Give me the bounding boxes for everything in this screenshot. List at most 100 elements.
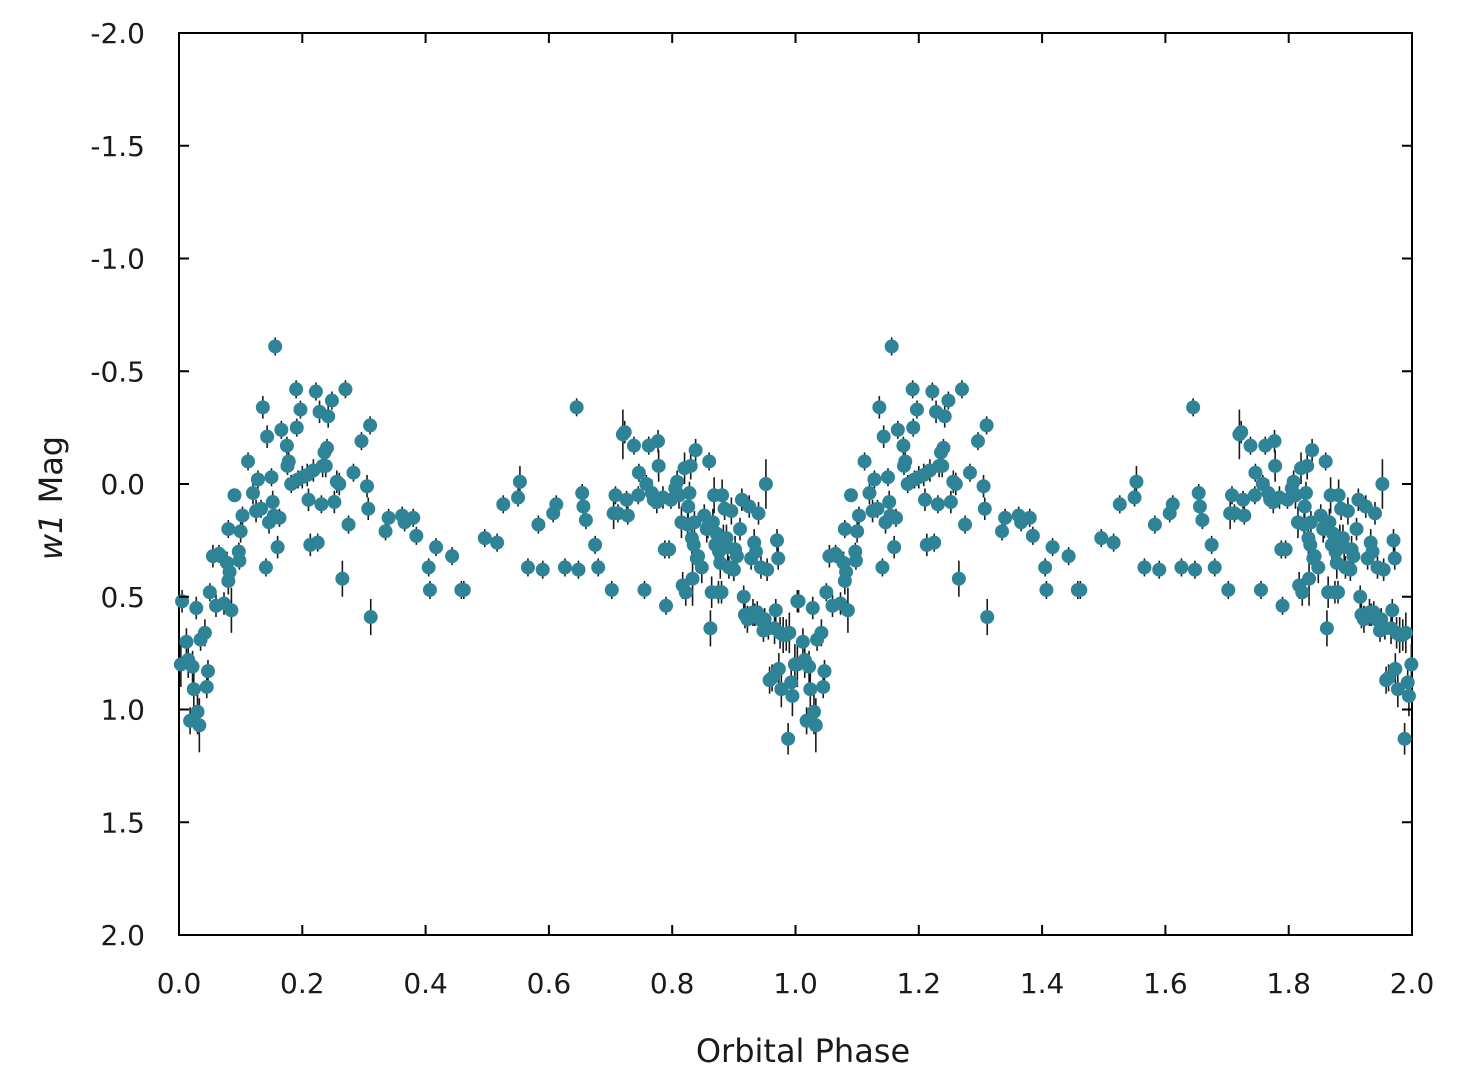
data-point	[714, 585, 729, 600]
data-point	[588, 537, 603, 552]
data-point	[979, 418, 994, 433]
data-point	[319, 440, 334, 455]
data-point	[909, 402, 924, 417]
y-axis-ticks: -2.0 -1.5 -1.0 -0.5 0.0 0.5 1.0 1.5 2.0	[90, 17, 1412, 952]
x-tick-label: 0.6	[527, 967, 572, 1000]
data-point	[265, 495, 280, 510]
data-point	[1300, 458, 1315, 473]
y-tick-label: -1.5	[90, 130, 145, 163]
data-point	[1303, 537, 1318, 552]
data-point	[189, 601, 204, 616]
data-point	[255, 400, 270, 415]
data-point	[1237, 508, 1252, 523]
data-point	[935, 458, 950, 473]
data-point	[943, 495, 958, 510]
data-point	[233, 524, 248, 539]
data-point	[890, 422, 905, 437]
data-point	[884, 339, 899, 354]
y-tick-label: -1.0	[90, 243, 145, 276]
data-point	[1191, 486, 1206, 501]
data-point	[977, 501, 992, 516]
data-point	[749, 544, 764, 559]
data-point	[227, 488, 242, 503]
data-point	[511, 490, 526, 505]
y-tick-label: 2.0	[100, 919, 145, 952]
data-point	[770, 533, 785, 548]
data-point	[941, 393, 956, 408]
data-point	[691, 549, 706, 564]
data-point	[1278, 542, 1293, 557]
data-point	[819, 585, 834, 600]
data-point	[771, 661, 786, 676]
data-point	[925, 384, 940, 399]
data-point	[318, 458, 333, 473]
data-point	[1039, 582, 1054, 597]
data-point	[814, 625, 829, 640]
data-point	[620, 508, 635, 523]
data-point	[958, 517, 973, 532]
data-point	[1204, 537, 1219, 552]
data-point	[995, 524, 1010, 539]
data-point	[406, 510, 421, 525]
data-point	[1302, 571, 1317, 586]
data-point	[803, 682, 818, 697]
data-point	[354, 434, 369, 449]
data-point	[456, 582, 471, 597]
data-point	[1387, 551, 1402, 566]
data-point	[1045, 540, 1060, 555]
data-point	[937, 409, 952, 424]
data-point	[274, 422, 289, 437]
data-point	[1297, 499, 1312, 514]
data-point	[802, 659, 817, 674]
data-point	[905, 382, 920, 397]
data-point	[758, 477, 773, 491]
data-point	[1192, 499, 1207, 514]
data-point	[1388, 661, 1403, 676]
data-point	[626, 438, 641, 453]
data-point	[222, 564, 237, 579]
x-tick-label: 1.0	[773, 967, 818, 1000]
data-point	[682, 486, 697, 501]
data-point	[882, 495, 897, 510]
data-point	[651, 458, 666, 473]
data-point	[591, 560, 606, 575]
data-point	[1165, 497, 1180, 512]
data-point	[837, 522, 852, 537]
data-point	[662, 542, 677, 557]
data-point	[1224, 488, 1239, 503]
data-point	[781, 731, 796, 746]
data-point	[678, 585, 693, 600]
y-tick-label: 0.5	[100, 581, 145, 614]
data-point	[857, 454, 872, 469]
data-point	[771, 551, 786, 566]
data-point	[310, 535, 325, 550]
data-point	[232, 553, 247, 568]
data-point	[686, 537, 701, 552]
data-point	[875, 560, 890, 575]
data-point	[651, 434, 666, 449]
data-point	[268, 339, 283, 354]
data-point	[688, 443, 703, 458]
data-point	[1243, 438, 1258, 453]
data-point	[1331, 488, 1346, 503]
data-point	[1346, 549, 1361, 564]
data-point	[951, 571, 966, 586]
data-point	[1186, 400, 1201, 415]
data-point	[683, 458, 698, 473]
data-point	[862, 486, 877, 501]
data-point	[360, 479, 375, 494]
data-point	[867, 472, 882, 487]
data-point	[1404, 657, 1419, 672]
data-point	[702, 454, 717, 469]
data-point	[1022, 510, 1037, 525]
data-point	[736, 589, 751, 604]
data-point	[1401, 688, 1416, 703]
data-point	[421, 560, 436, 575]
x-tick-label: 1.4	[1020, 967, 1065, 1000]
data-point	[726, 562, 741, 577]
data-point	[1368, 506, 1383, 521]
data-point	[422, 582, 437, 597]
data-point	[1375, 477, 1390, 491]
data-point	[1221, 582, 1236, 597]
data-point	[617, 425, 632, 440]
